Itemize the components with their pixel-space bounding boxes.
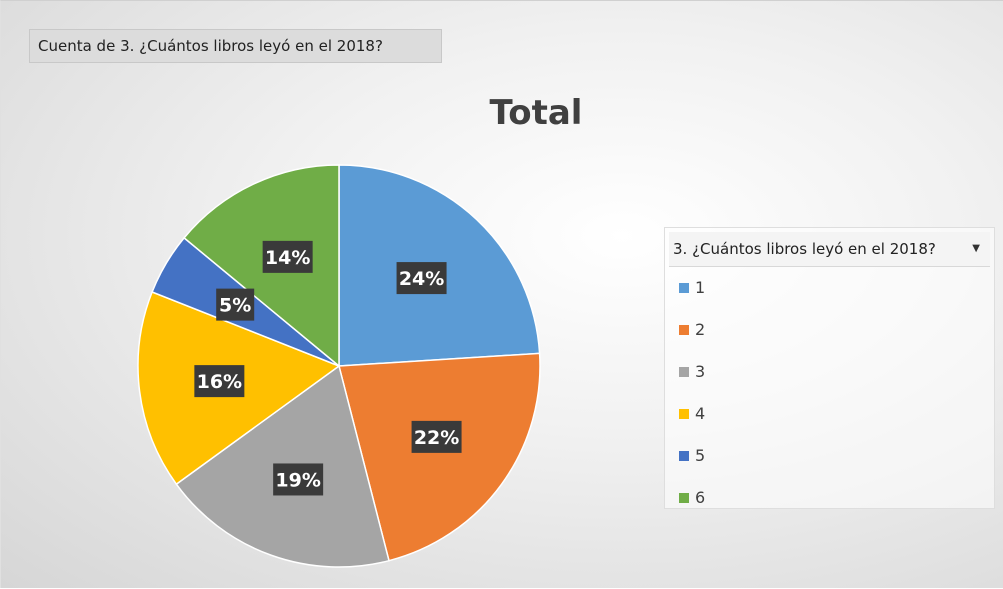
data-label-box (216, 288, 255, 321)
legend-item-3[interactable]: 3 (665, 351, 994, 393)
data-label-text: 24% (399, 268, 444, 290)
data-label-box (262, 240, 313, 273)
legend-items: 1 2 3 4 5 6 (665, 267, 994, 519)
legend-item-6[interactable]: 6 (665, 477, 994, 519)
legend-label: 2 (695, 320, 706, 339)
legend-item-5[interactable]: 5 (665, 435, 994, 477)
legend-label: 1 (695, 278, 706, 297)
legend: 3. ¿Cuántos libros leyó en el 2018? ▼ 1 2… (664, 227, 995, 509)
chevron-down-icon[interactable]: ▼ (972, 243, 980, 254)
data-label-box (194, 365, 245, 398)
data-label-5: 5% (216, 288, 255, 321)
legend-item-1[interactable]: 1 (665, 267, 994, 309)
value-field-button[interactable]: Cuenta de 3. ¿Cuántos libros leyó en el … (29, 29, 442, 63)
legend-swatch (679, 408, 689, 419)
data-label-1: 24% (396, 262, 447, 295)
legend-swatch (679, 450, 689, 461)
data-label-box (396, 262, 447, 295)
legend-swatch (679, 366, 689, 377)
legend-swatch (679, 492, 689, 503)
data-label-box (273, 463, 324, 496)
legend-label: 4 (695, 404, 706, 423)
legend-item-2[interactable]: 2 (665, 309, 994, 351)
data-label-text: 22% (414, 427, 459, 449)
legend-label: 5 (695, 446, 706, 465)
chart-title: Total (489, 93, 583, 133)
data-label-box (411, 420, 462, 453)
data-label-4: 16% (194, 365, 245, 398)
data-label-text: 19% (275, 469, 320, 491)
data-label-text: 16% (197, 371, 242, 393)
legend-label: 6 (695, 488, 706, 507)
data-label-text: 14% (265, 247, 310, 269)
pie-slice-6[interactable] (183, 164, 340, 368)
legend-label: 3 (695, 362, 706, 381)
data-label-3: 19% (273, 463, 324, 496)
data-label-2: 22% (411, 420, 462, 453)
data-label-text: 5% (219, 295, 251, 317)
pie-slice-2[interactable] (338, 352, 541, 562)
data-label-6: 14% (262, 240, 313, 273)
legend-swatch (679, 324, 689, 335)
legend-header-label: 3. ¿Cuántos libros leyó en el 2018? (673, 240, 936, 258)
legend-swatch (679, 282, 689, 293)
legend-field-button[interactable]: 3. ¿Cuántos libros leyó en el 2018? ▼ (669, 232, 990, 267)
legend-item-4[interactable]: 4 (665, 393, 994, 435)
